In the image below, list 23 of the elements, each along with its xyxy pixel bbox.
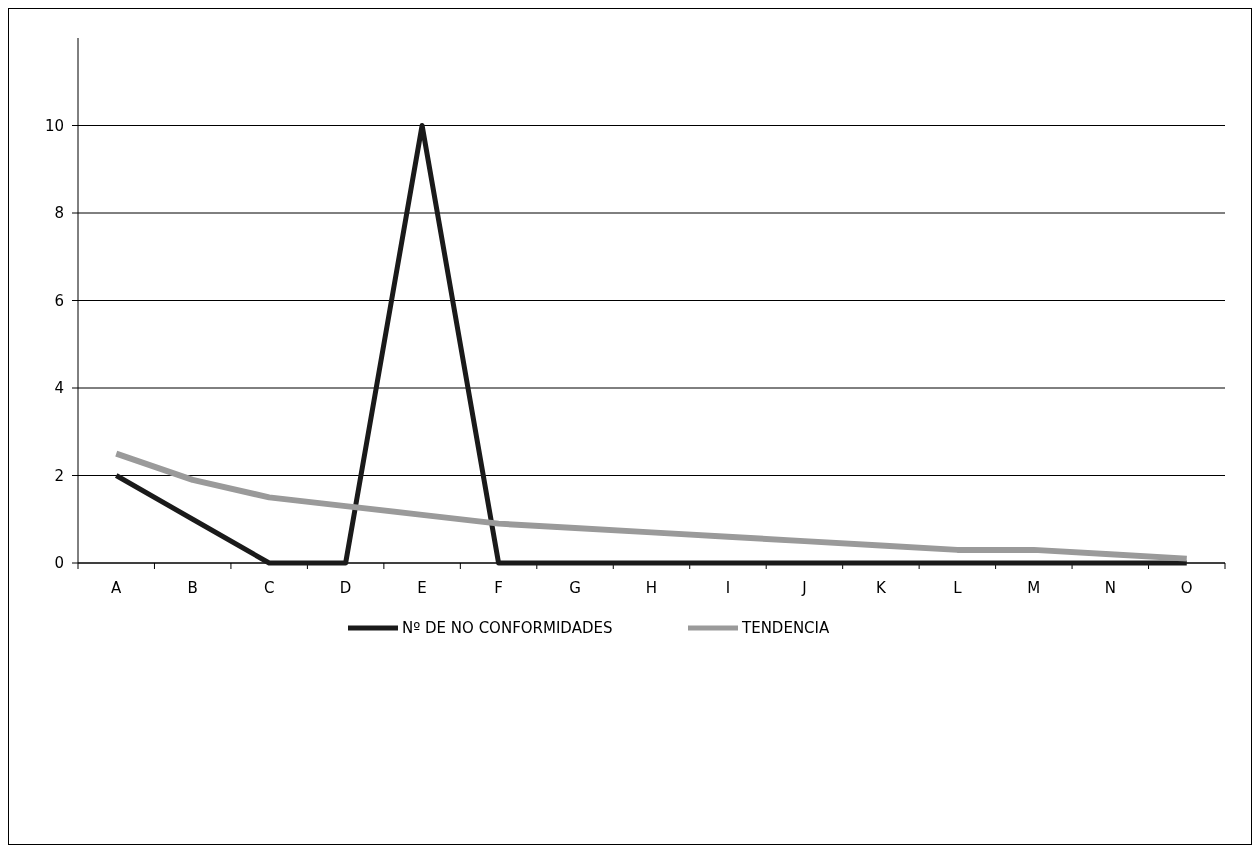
x-tick-label: M [1027, 579, 1041, 597]
y-tick-label: 8 [54, 204, 64, 223]
x-tick-label: J [801, 579, 807, 597]
x-tick-label: H [645, 579, 658, 597]
x-tick-label: G [569, 579, 581, 597]
y-tick-label: 6 [54, 291, 64, 310]
x-tick-label: E [417, 579, 427, 597]
x-tick-label: I [725, 579, 731, 597]
x-tick-label: N [1104, 579, 1116, 597]
y-tick-label: 0 [54, 554, 64, 573]
x-tick-label: F [494, 579, 503, 597]
x-tick-label: A [111, 579, 123, 597]
legend-label: Nº DE NO CONFORMIDADES [402, 619, 613, 638]
x-tick-label: B [187, 579, 198, 597]
y-tick-label: 10 [44, 116, 64, 135]
y-tick-label: 2 [54, 466, 64, 485]
x-tick-label: L [953, 579, 963, 597]
legend-label: TENDENCIA [741, 619, 831, 638]
x-tick-label: C [263, 579, 275, 597]
x-tick-label: K [875, 579, 887, 597]
x-tick-label: O [1180, 579, 1193, 597]
x-tick-label: D [339, 579, 352, 597]
y-tick-label: 4 [54, 379, 64, 398]
